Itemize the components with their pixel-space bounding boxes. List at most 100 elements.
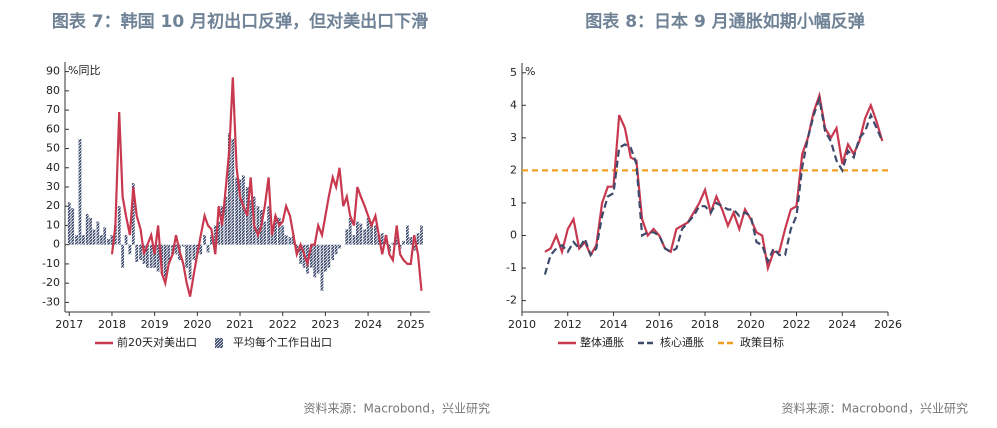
bar (267, 206, 271, 245)
bar (160, 244, 164, 274)
bar (249, 200, 253, 245)
x-tick-label: 2021 (226, 318, 254, 331)
bar (409, 237, 413, 245)
bar (324, 244, 327, 272)
bar (238, 179, 242, 245)
chart-title: 图表 7：韩国 10 月初出口反弹，但对美出口下滑 (52, 11, 428, 32)
bar (185, 244, 189, 268)
bar (231, 138, 235, 245)
bar (356, 221, 359, 245)
bar (416, 233, 420, 245)
bar (270, 227, 274, 245)
y-tick-label: 4 (510, 98, 517, 111)
bar (71, 208, 75, 245)
bar (206, 244, 210, 253)
legend-swatch (215, 338, 223, 348)
bar (395, 237, 399, 245)
bar (210, 235, 213, 245)
line (543, 94, 884, 275)
x-tick-label: 2022 (269, 318, 297, 331)
bar (227, 133, 231, 245)
x-tick-label: 2019 (141, 318, 169, 331)
bar (167, 244, 171, 264)
bar (345, 229, 349, 245)
bar (85, 213, 89, 245)
bar (327, 244, 331, 268)
x-tick-label: 2016 (645, 318, 673, 331)
bar (131, 183, 135, 245)
y-tick-label: 3 (510, 131, 517, 144)
bar (124, 235, 128, 245)
y-tick-label: 70 (46, 103, 60, 116)
bar (284, 235, 288, 245)
line (544, 91, 884, 273)
legend-label: 政策目标 (740, 335, 784, 349)
bar (139, 244, 142, 261)
bar (334, 244, 338, 255)
bar (156, 244, 160, 272)
bar (103, 227, 107, 245)
bar (352, 235, 356, 245)
x-tick-label: 2022 (783, 318, 811, 331)
legend-label: 前20天对美出口 (117, 335, 197, 349)
bar (199, 244, 203, 255)
x-tick-label: 2024 (354, 318, 382, 331)
bar (288, 237, 292, 245)
bar (128, 244, 132, 255)
bar (75, 235, 78, 245)
bar (135, 244, 139, 262)
line (110, 77, 423, 297)
bar (412, 244, 416, 251)
bar (117, 206, 121, 245)
x-tick-label: 2018 (98, 318, 126, 331)
x-tick-label: 2010 (508, 318, 536, 331)
bar (281, 225, 285, 245)
legend-label: 整体通胀 (580, 335, 624, 349)
bar (89, 217, 93, 245)
y-tick-label: 60 (46, 122, 60, 135)
y-tick-label: 5 (510, 66, 517, 79)
bar (96, 221, 100, 245)
bar (213, 225, 217, 245)
bar (242, 175, 245, 245)
bar (163, 244, 167, 278)
y-tick-label: 40 (46, 161, 60, 174)
bar (224, 196, 228, 245)
y-tick-label: 10 (46, 218, 60, 231)
bar (366, 217, 370, 245)
x-tick-label: 2024 (828, 318, 856, 331)
y-unit: %同比 (68, 64, 100, 77)
bar (153, 244, 157, 268)
bar (363, 229, 367, 245)
x-tick-label: 2014 (600, 318, 628, 331)
bar (67, 202, 71, 245)
bar (203, 235, 206, 245)
bar (359, 223, 363, 245)
bar (313, 244, 317, 278)
bar (402, 240, 405, 245)
bar (373, 225, 377, 245)
y-tick-label: 2 (510, 163, 517, 176)
y-tick-label: -1 (506, 261, 517, 274)
bar (92, 229, 96, 245)
bar (188, 244, 192, 280)
bar (217, 221, 221, 245)
x-tick-label: 2023 (311, 318, 339, 331)
y-tick-label: 20 (46, 199, 60, 212)
x-tick-label: 2020 (183, 318, 211, 331)
y-tick-label: -10 (42, 257, 60, 270)
y-tick-label: -20 (42, 276, 60, 289)
bar (235, 177, 239, 245)
bar (405, 225, 409, 245)
bar (420, 225, 423, 245)
bar (320, 244, 324, 291)
bar (121, 244, 125, 268)
bar (149, 244, 153, 268)
y-tick-label: 0 (53, 238, 60, 251)
y-tick-label: 0 (510, 229, 517, 242)
bar (110, 235, 114, 245)
source: 资料来源：Macrobond，兴业研究 (782, 401, 969, 416)
y-tick-label: 50 (46, 142, 60, 155)
bar (145, 244, 149, 268)
